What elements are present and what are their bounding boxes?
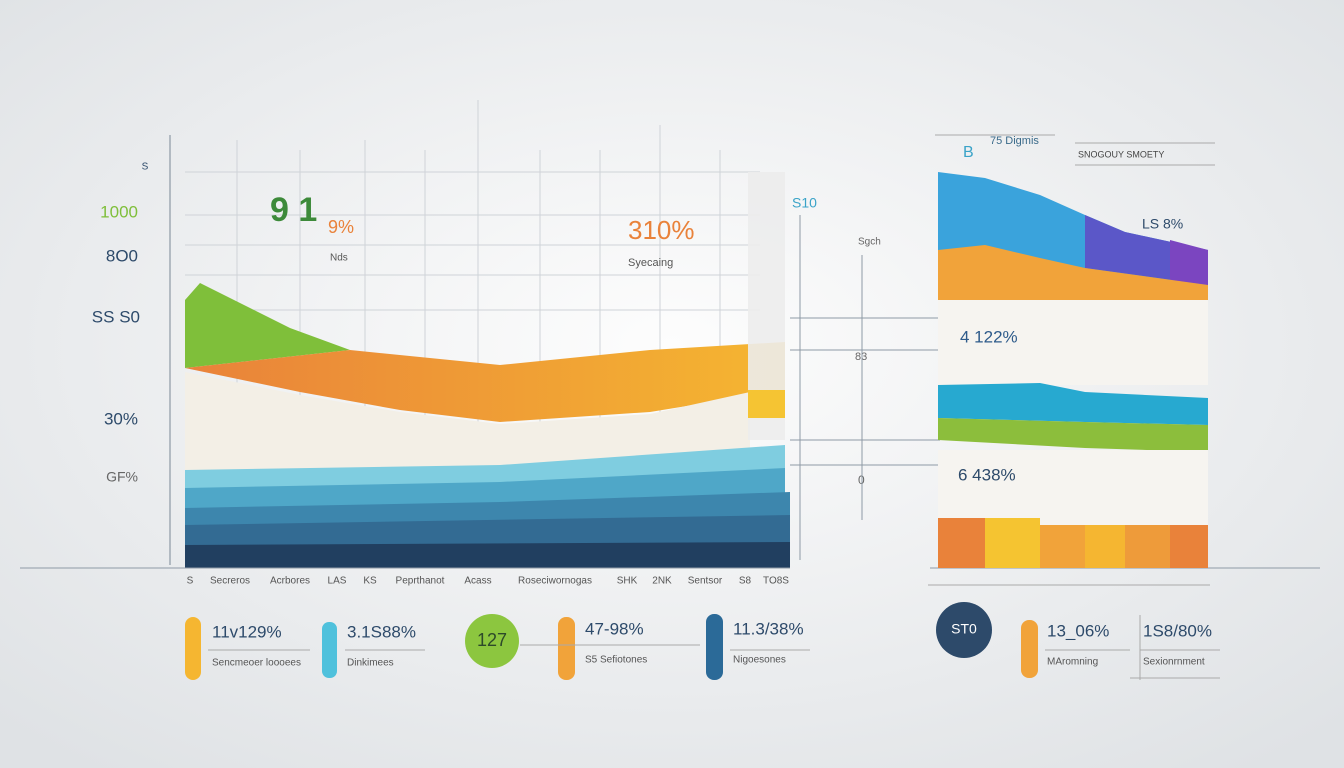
annotation: Sgch <box>858 237 881 248</box>
annotation: 83 <box>855 351 867 363</box>
x-label: KS <box>363 576 377 587</box>
x-label: Acrbores <box>270 576 310 587</box>
x-label: Peprthanot <box>396 576 445 587</box>
stat-label: S5 Sefiotones <box>585 655 647 666</box>
stat-value: 1S8/80% <box>1143 621 1212 640</box>
stat-label: Sencmeoer loooees <box>212 658 301 669</box>
right-chart <box>928 134 1215 586</box>
stat-label: Sexionrnment <box>1143 657 1205 668</box>
stats <box>185 602 1220 680</box>
x-label: LAS <box>328 576 347 587</box>
panel-value: 6 438% <box>958 465 1016 484</box>
x-label: Sentsor <box>688 576 723 587</box>
axis-label: S <box>142 162 149 173</box>
stat-texts: 11v129% Sencmeoer loooees 3.1S88% Dinkimees… <box>212 619 1212 668</box>
stat-value: 3.1S88% <box>347 622 416 641</box>
axis-label: 30% <box>104 409 138 428</box>
x-label: SHK <box>617 576 638 587</box>
stat-value: 47-98% <box>585 619 644 638</box>
x-label: Acass <box>464 576 491 587</box>
x-label: Roseciwornogas <box>518 576 592 587</box>
axis-label: 1000 <box>100 202 138 221</box>
panel-letter: B <box>963 144 974 161</box>
panel-value: 4 122% <box>960 327 1018 346</box>
axis-label: 8O0 <box>106 246 138 265</box>
stat-label: MAromning <box>1047 657 1098 668</box>
annotation: 9% <box>328 217 354 237</box>
side-axis <box>790 215 940 560</box>
stat-value: 11.3/38% <box>733 619 804 638</box>
badge: 127 <box>477 630 507 650</box>
x-labels: S Secreros Acrbores LAS KS Peprthanot Acass Ros… <box>187 576 790 587</box>
stat-label: Dinkimees <box>347 658 394 669</box>
x-label: S <box>187 576 194 587</box>
axis-label: GF% <box>106 469 138 485</box>
annotation: Nds <box>330 253 348 264</box>
x-label: S8 <box>739 576 752 587</box>
annotation: Syecaing <box>628 257 673 269</box>
annotation: S10 <box>792 195 817 211</box>
annotation: 310% <box>628 215 695 245</box>
stat-label: Nigoesones <box>733 655 786 666</box>
x-label: 2NK <box>652 576 672 587</box>
panel-value: LS 8% <box>1142 216 1183 232</box>
panel-note: 75 Digmis <box>990 135 1039 147</box>
panel-header: SNOGOUY SMOETY <box>1078 149 1164 159</box>
area-shapes <box>185 172 790 568</box>
axis-label: SS S0 <box>92 307 140 326</box>
x-label: Secreros <box>210 576 250 587</box>
x-label: TO8S <box>763 576 789 587</box>
stat-value: 13_06% <box>1047 621 1109 640</box>
annotation: 9 1 <box>270 191 317 229</box>
badge: ST0 <box>951 621 977 637</box>
stat-value: 11v129% <box>212 622 282 641</box>
